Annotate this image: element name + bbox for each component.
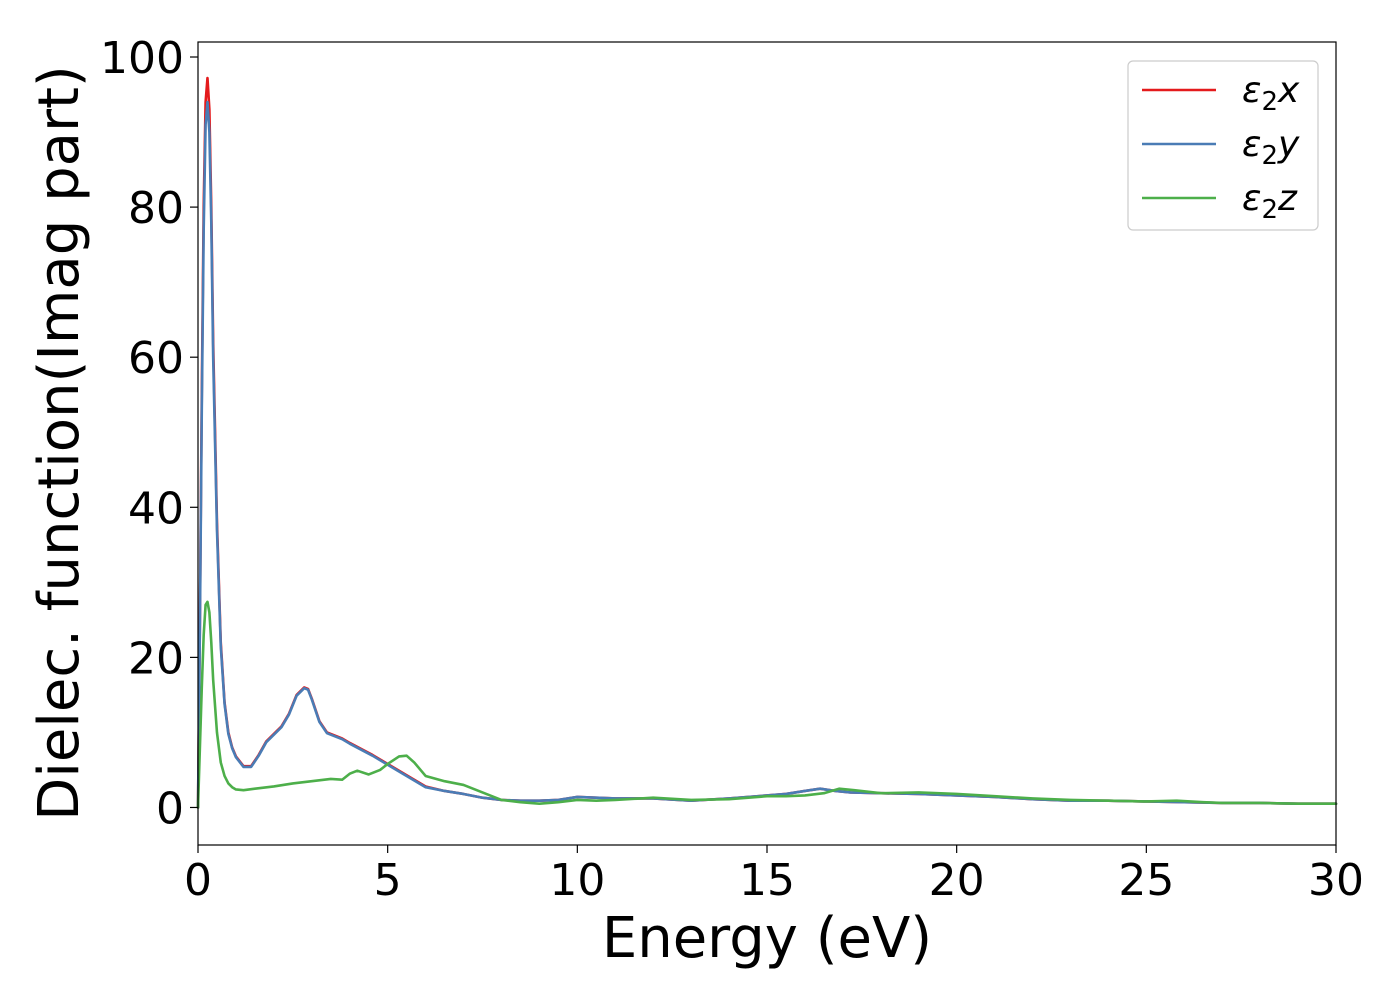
x-axis-title: Energy (eV) [602,906,932,971]
y-tick-label: 0 [156,783,184,834]
y-axis-ticks: 0 20 40 60 80 100 [100,33,198,834]
series-line-z [196,600,1338,809]
x-tick-label: 5 [374,855,402,906]
y-tick-label: 100 [100,33,184,84]
y-tick-label: 80 [128,183,184,234]
series-layer [196,76,1338,809]
legend-label-x: ε2x [1242,70,1300,117]
legend: ε2x ε2y ε2z [1127,60,1319,231]
y-axis-title: Dielec. function(Imag part) [27,65,92,821]
legend-label-y: ε2y [1242,124,1300,171]
x-tick-label: 30 [1308,855,1364,906]
legend-frame [1127,60,1319,231]
y-tick-label: 60 [128,333,184,384]
y-tick-label: 20 [128,633,184,684]
x-axis-ticks: 0 5 10 15 20 25 30 [184,845,1364,906]
y-tick-label: 40 [128,483,184,534]
legend-label-z: ε2z [1242,178,1298,225]
x-tick-label: 10 [549,855,605,906]
x-tick-label: 25 [1118,855,1174,906]
x-tick-label: 20 [929,855,985,906]
x-tick-label: 0 [184,855,212,906]
x-tick-label: 15 [739,855,795,906]
